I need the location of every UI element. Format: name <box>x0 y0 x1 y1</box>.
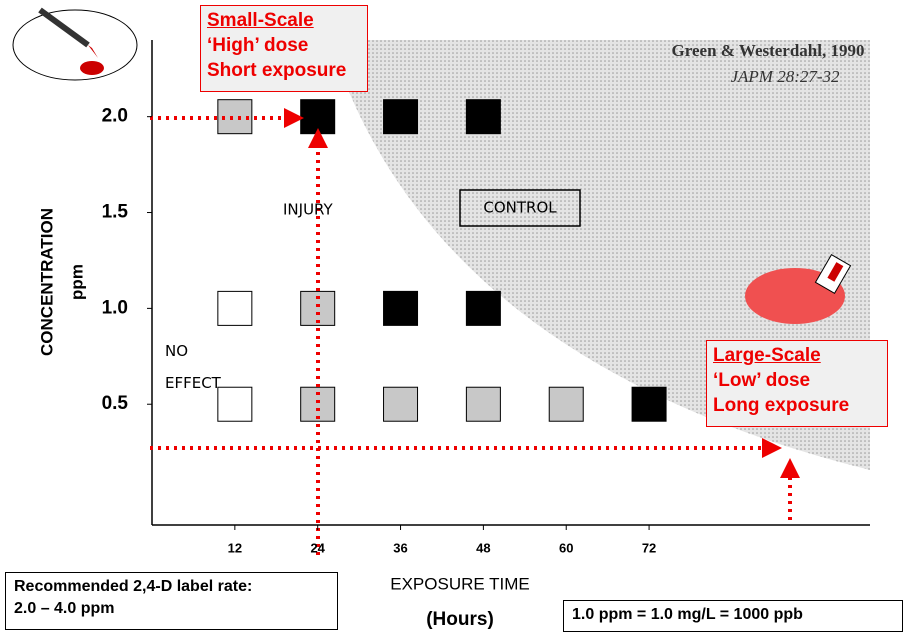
callout-line: ‘Low’ dose <box>713 370 811 391</box>
callout-title: Large-Scale <box>713 345 821 366</box>
x-tick-label: 36 <box>393 540 407 555</box>
y-tick-label: 0.5 <box>102 393 129 414</box>
x-tick-label: 12 <box>228 540 242 555</box>
square-marker <box>300 99 336 135</box>
callout: Small-Scale ‘High’ dose Short exposure <box>200 5 368 92</box>
y-axis-label: CONCENTRATION <box>37 208 56 356</box>
note: 1.0 ppm = 1.0 mg/L = 1000 ppb <box>563 600 903 632</box>
x-tick-label: 60 <box>559 540 573 555</box>
callout-title: Small-Scale <box>207 10 314 31</box>
x-tick-label: 24 <box>310 540 325 555</box>
citation: Green & Westerdahl, 1990 <box>672 41 865 60</box>
square-marker <box>383 290 419 326</box>
region-label: NO EFFECT <box>165 342 221 392</box>
callout-line: ‘High’ dose <box>207 35 309 56</box>
arrows <box>150 108 800 555</box>
square-marker <box>548 386 584 422</box>
x-axis-unit: (Hours) <box>426 609 494 630</box>
square-marker <box>217 290 253 326</box>
note-line: 1.0 ppm = 1.0 mg/L = 1000 ppb <box>572 606 803 623</box>
square-marker <box>465 99 501 135</box>
y-tick-label: 1.5 <box>102 202 129 223</box>
square-marker <box>217 386 253 422</box>
callout-line: Long exposure <box>713 395 850 416</box>
y-tick-label: 2.0 <box>102 106 128 127</box>
square-marker <box>383 99 419 135</box>
callout-line: Short exposure <box>207 60 347 81</box>
x-tick-label: 48 <box>476 540 490 555</box>
region-label: INJURY <box>283 201 334 219</box>
region-label-box <box>459 189 581 227</box>
note-line: 2.0 – 4.0 ppm <box>14 600 115 617</box>
note-line: Recommended 2,4-D label rate: <box>14 578 253 595</box>
square-marker <box>631 386 667 422</box>
bucket-icon <box>745 253 852 324</box>
citation: JAPM 28:27-32 <box>730 67 840 86</box>
square-marker <box>383 386 419 422</box>
callout: Large-Scale ‘Low’ dose Long exposure <box>706 340 888 427</box>
y-tick-label: 1.0 <box>102 297 128 318</box>
square-marker <box>465 386 501 422</box>
note: Recommended 2,4-D label rate: 2.0 – 4.0 … <box>5 572 338 630</box>
dropper-icon <box>12 7 138 81</box>
y-axis-unit: ppm <box>67 264 86 300</box>
x-axis-label: EXPOSURE TIME <box>390 574 530 593</box>
region-label: CONTROL <box>483 199 557 217</box>
x-tick-label: 72 <box>642 540 656 555</box>
square-marker <box>465 290 501 326</box>
